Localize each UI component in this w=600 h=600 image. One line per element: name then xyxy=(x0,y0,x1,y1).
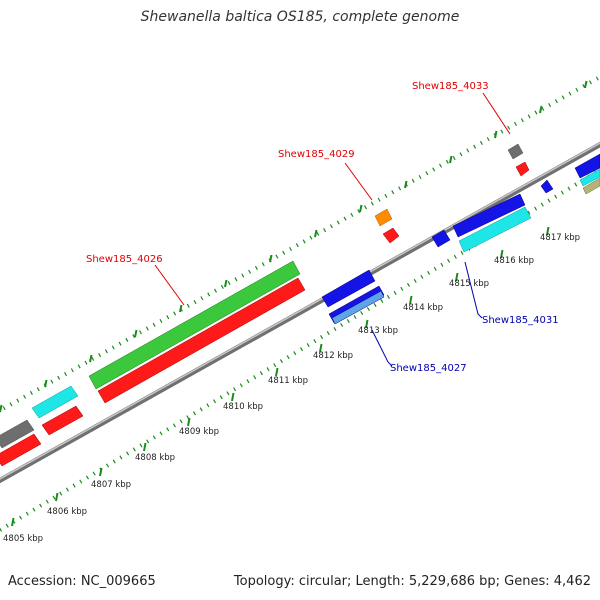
major-tick xyxy=(409,295,413,305)
major-tick xyxy=(99,467,103,477)
major-tick xyxy=(584,80,588,89)
major-tick xyxy=(134,329,138,338)
major-tick xyxy=(314,229,318,238)
gene-cyan-shew185-4031[interactable] xyxy=(458,206,532,253)
gene-lightblue-shew185-4027[interactable] xyxy=(331,290,385,325)
scale-label: 4809 kbp xyxy=(179,427,219,437)
major-tick xyxy=(359,204,363,213)
major-tick xyxy=(275,367,279,377)
leader-line-4027 xyxy=(371,329,393,367)
leader-line-4033 xyxy=(482,92,511,135)
scale-label: 4817 kbp xyxy=(540,233,580,243)
gene-khaki-reverse-edge[interactable] xyxy=(582,177,600,195)
gene-green-shew185-4026[interactable] xyxy=(88,260,301,390)
gene-red-forward-left-2[interactable] xyxy=(41,405,84,436)
scale-label: 4814 kbp xyxy=(403,303,443,313)
outer-tick-row xyxy=(0,75,600,413)
leader-line-4026 xyxy=(154,264,185,306)
map-title: Shewanella baltica OS185, complete genom… xyxy=(140,9,460,25)
gene-label-shew185-4026: Shew185_4026 xyxy=(86,254,163,265)
scale-label: 4811 kbp xyxy=(268,376,308,386)
major-tick xyxy=(187,417,191,427)
scale-label: 4806 kbp xyxy=(47,507,87,517)
major-tick xyxy=(365,319,369,329)
gene-features xyxy=(0,143,600,467)
gene-gray-forward-left[interactable] xyxy=(0,419,35,449)
leader-line-4029 xyxy=(344,162,373,201)
gene-blue-reverse-3[interactable] xyxy=(431,229,451,248)
gene-orange-shew185-4029[interactable] xyxy=(374,208,393,227)
major-tick xyxy=(143,442,147,452)
scale-label: 4815 kbp xyxy=(449,279,489,289)
major-ticks xyxy=(0,80,588,527)
scale-label: 4812 kbp xyxy=(313,351,353,361)
major-tick xyxy=(224,279,228,288)
major-tick xyxy=(539,105,543,114)
scale-label: 4810 kbp xyxy=(223,402,263,412)
gene-label-shew185-4029: Shew185_4029 xyxy=(278,149,355,160)
gene-red-small-1[interactable] xyxy=(382,227,400,244)
gene-red-long[interactable] xyxy=(97,277,306,404)
scale-label: 4805 kbp xyxy=(3,534,43,544)
gene-label-shew185-4031: Shew185_4031 xyxy=(482,315,559,326)
gene-cyan-forward-left[interactable] xyxy=(31,385,79,419)
gene-red-small-2[interactable] xyxy=(515,161,530,177)
major-tick xyxy=(449,155,453,164)
major-tick xyxy=(11,517,15,527)
gene-gray-shew185-4033[interactable] xyxy=(507,143,524,160)
major-tick xyxy=(319,343,323,353)
major-tick xyxy=(44,379,48,388)
major-tick xyxy=(89,354,93,363)
gene-red-forward-left-1[interactable] xyxy=(0,433,42,467)
major-tick xyxy=(179,304,183,313)
gene-label-shew185-4033: Shew185_4033 xyxy=(412,81,489,92)
gene-blue-reverse-4[interactable] xyxy=(452,193,526,238)
major-tick xyxy=(546,226,550,236)
gene-label-shew185-4027: Shew185_4027 xyxy=(390,363,467,374)
gene-blue-reverse-5[interactable] xyxy=(540,179,554,194)
scale-labels: 4805 kbp 4806 kbp 4807 kbp 4808 kbp 4809… xyxy=(3,233,580,544)
gene-cyan-reverse-edge[interactable] xyxy=(579,168,600,187)
gene-blue-reverse-6[interactable] xyxy=(574,153,600,179)
gene-blue-reverse-1[interactable] xyxy=(321,269,376,308)
genome-backbone xyxy=(0,141,600,484)
scale-label: 4816 kbp xyxy=(494,256,534,266)
scale-label: 4813 kbp xyxy=(358,326,398,336)
leader-line-4031 xyxy=(464,261,483,319)
major-tick xyxy=(55,492,59,502)
scale-label: 4808 kbp xyxy=(135,453,175,463)
major-tick xyxy=(494,130,498,139)
major-tick xyxy=(231,392,235,402)
major-tick xyxy=(404,180,408,189)
major-tick xyxy=(500,249,504,259)
topology-text: Topology: circular; Length: 5,229,686 bp… xyxy=(233,574,591,589)
accession-text: Accession: NC_009665 xyxy=(8,574,156,589)
scale-label: 4807 kbp xyxy=(91,480,131,490)
major-tick xyxy=(269,254,273,263)
major-tick xyxy=(455,272,459,282)
major-tick xyxy=(0,404,3,413)
